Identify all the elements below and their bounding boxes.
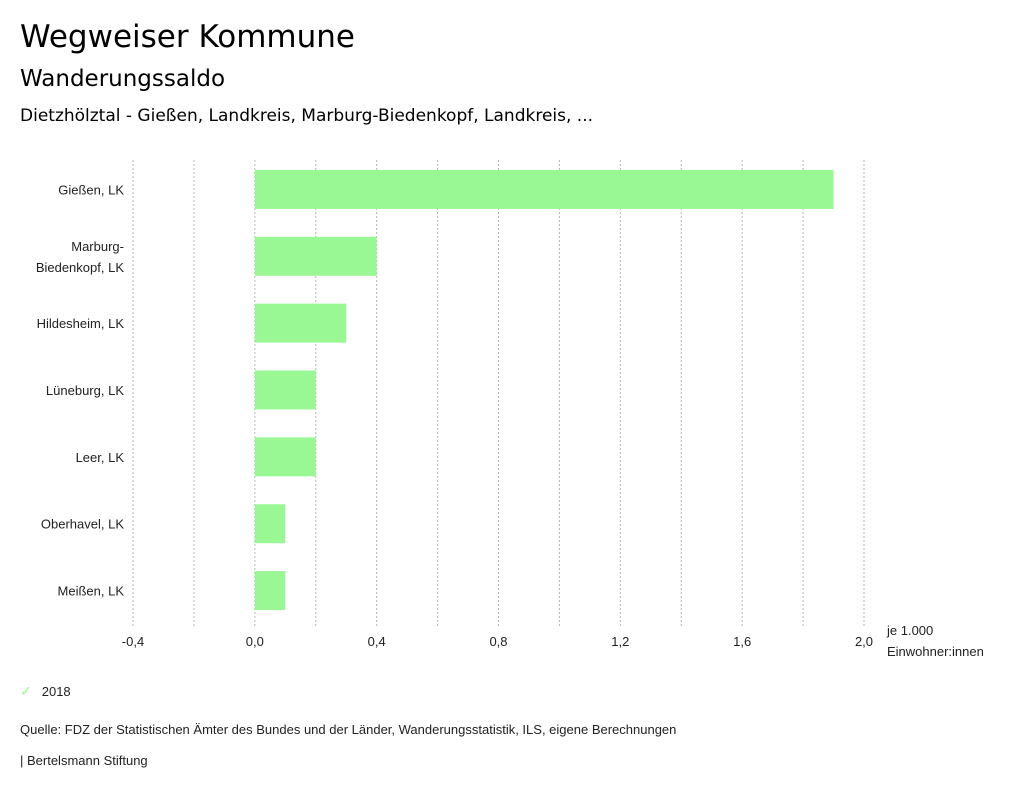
x-tick-label: 1,2 <box>611 634 629 649</box>
chart-subtitle: Wanderungssaldo <box>20 66 226 92</box>
legend-label: 2018 <box>41 684 71 699</box>
category-label: Oberhavel, LK <box>41 517 124 532</box>
region-selection: Dietzhölztal - Gießen, Landkreis, Marbur… <box>20 106 594 126</box>
bar[interactable] <box>254 370 316 410</box>
x-tick-label: 2,0 <box>855 634 873 649</box>
x-tick-labels: -0,4 0,0 0,4 0,8 1,2 1,6 2,0 <box>122 634 873 649</box>
category-label: Leer, LK <box>76 450 125 465</box>
x-axis-label: je 1.000 Einwohner:innen <box>886 623 984 659</box>
bar[interactable] <box>254 303 347 343</box>
x-tick-label: -0,4 <box>122 634 144 649</box>
x-axis-unit: je 1.000 <box>886 623 933 638</box>
category-label: Hildesheim, LK <box>37 316 125 331</box>
bar[interactable] <box>254 236 377 276</box>
gridlines <box>132 160 865 628</box>
category-label: Meißen, LK <box>58 584 125 599</box>
category-label: Lüneburg, LK <box>46 383 124 398</box>
legend[interactable]: ✓ 2018 <box>20 683 71 700</box>
category-labels: Gießen, LK Marburg- Biedenkopf, LK Hildeshe… <box>36 182 125 598</box>
brand-note: | Bertelsmann Stiftung <box>20 753 148 768</box>
x-tick-label: 0,8 <box>489 634 507 649</box>
source-note: Quelle: FDZ der Statistischen Ämter des … <box>20 722 677 737</box>
page-title: Wegweiser Kommune <box>20 19 355 55</box>
bar[interactable] <box>254 571 286 611</box>
x-tick-label: 0,0 <box>246 634 264 649</box>
bar-chart: Gießen, LK Marburg- Biedenkopf, LK Hildeshe… <box>36 160 984 659</box>
bar[interactable] <box>254 504 286 544</box>
bar[interactable] <box>254 437 316 477</box>
category-label: Biedenkopf, LK <box>36 260 125 275</box>
x-axis-unit: Einwohner:innen <box>887 644 984 659</box>
bar[interactable] <box>254 169 834 209</box>
x-tick-label: 1,6 <box>733 634 751 649</box>
check-icon: ✓ <box>20 683 32 699</box>
bars <box>254 169 834 611</box>
x-tick-label: 0,4 <box>368 634 386 649</box>
category-label: Marburg- <box>71 239 124 254</box>
category-label: Gießen, LK <box>58 182 124 197</box>
